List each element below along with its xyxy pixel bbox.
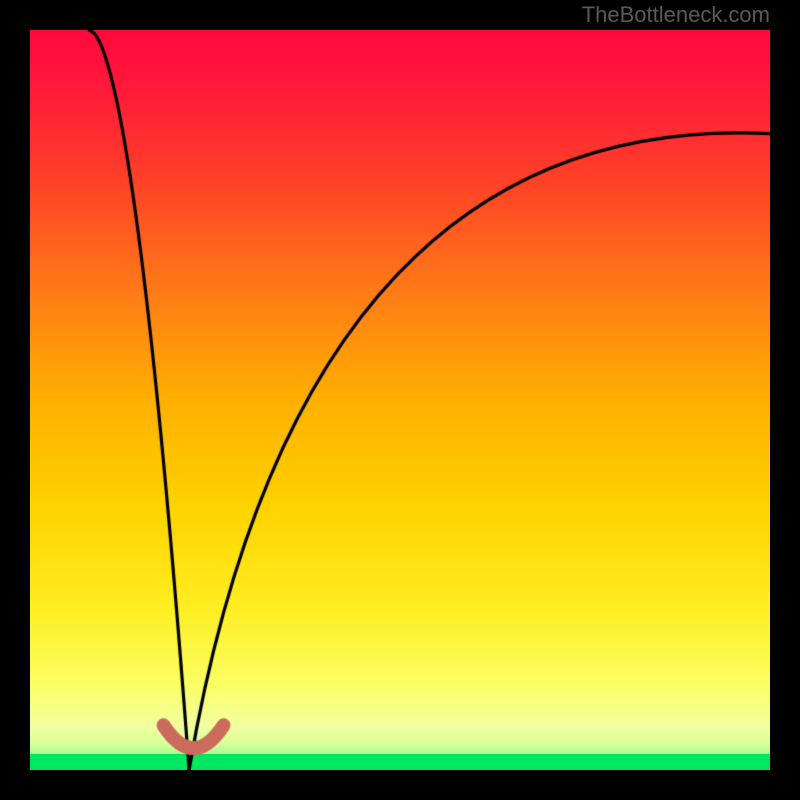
chart-stage: TheBottleneck.com — [0, 0, 800, 800]
watermark-text: TheBottleneck.com — [582, 2, 770, 28]
bottleneck-curve — [30, 30, 770, 770]
